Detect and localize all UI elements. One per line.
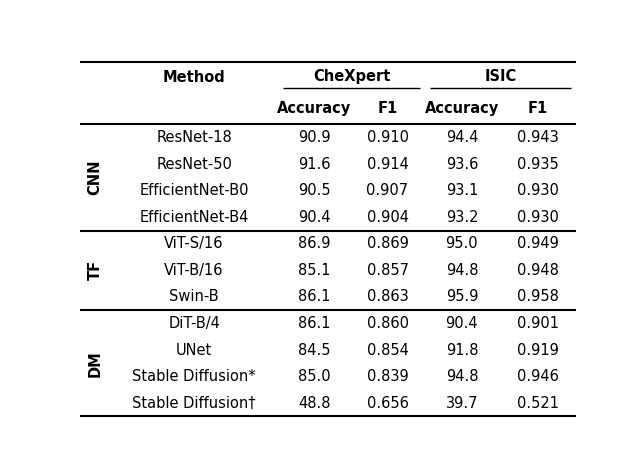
Text: 95.0: 95.0 (445, 237, 478, 251)
Text: 0.907: 0.907 (367, 183, 408, 198)
Text: TF: TF (88, 260, 102, 281)
Text: EfficientNet-B0: EfficientNet-B0 (140, 183, 249, 198)
Text: 0.839: 0.839 (367, 369, 408, 384)
Text: Accuracy: Accuracy (425, 101, 499, 117)
Text: 93.1: 93.1 (445, 183, 478, 198)
Text: 0.869: 0.869 (367, 237, 408, 251)
Text: ISIC: ISIC (484, 69, 516, 83)
Text: EfficientNet-B4: EfficientNet-B4 (140, 210, 249, 225)
Text: 94.4: 94.4 (445, 130, 478, 145)
Text: 90.5: 90.5 (298, 183, 331, 198)
Text: 0.930: 0.930 (516, 183, 559, 198)
Text: 91.8: 91.8 (445, 343, 478, 357)
Text: 93.6: 93.6 (445, 157, 478, 172)
Text: 95.9: 95.9 (445, 290, 478, 304)
Text: ResNet-18: ResNet-18 (156, 130, 232, 145)
Text: 0.914: 0.914 (367, 157, 408, 172)
Text: CNN: CNN (88, 160, 102, 195)
Text: 0.930: 0.930 (516, 210, 559, 225)
Text: 0.863: 0.863 (367, 290, 408, 304)
Text: DM: DM (88, 350, 102, 377)
Text: Swin-B: Swin-B (169, 290, 219, 304)
Text: 0.943: 0.943 (516, 130, 559, 145)
Text: Stable Diffusion†: Stable Diffusion† (132, 396, 256, 410)
Text: 90.4: 90.4 (298, 210, 331, 225)
Text: 0.854: 0.854 (367, 343, 408, 357)
Text: 90.4: 90.4 (445, 316, 478, 331)
Text: 86.9: 86.9 (298, 237, 331, 251)
Text: 0.860: 0.860 (367, 316, 408, 331)
Text: 86.1: 86.1 (298, 290, 331, 304)
Text: 0.949: 0.949 (516, 237, 559, 251)
Text: 39.7: 39.7 (445, 396, 478, 410)
Text: 84.5: 84.5 (298, 343, 331, 357)
Text: 0.521: 0.521 (516, 396, 559, 410)
Text: 0.904: 0.904 (367, 210, 408, 225)
Text: 0.919: 0.919 (516, 343, 559, 357)
Text: 93.2: 93.2 (445, 210, 478, 225)
Text: 0.946: 0.946 (516, 369, 559, 384)
Text: 94.8: 94.8 (445, 369, 478, 384)
Text: 0.656: 0.656 (367, 396, 408, 410)
Text: Method: Method (163, 70, 225, 85)
Text: F1: F1 (527, 101, 548, 117)
Text: 48.8: 48.8 (298, 396, 331, 410)
Text: UNet: UNet (176, 343, 212, 357)
Text: 91.6: 91.6 (298, 157, 331, 172)
Text: 85.1: 85.1 (298, 263, 331, 278)
Text: 0.910: 0.910 (367, 130, 408, 145)
Text: 94.8: 94.8 (445, 263, 478, 278)
Text: 0.901: 0.901 (516, 316, 559, 331)
Text: 0.948: 0.948 (516, 263, 559, 278)
Text: Accuracy: Accuracy (277, 101, 351, 117)
Text: 86.1: 86.1 (298, 316, 331, 331)
Text: 0.935: 0.935 (516, 157, 559, 172)
Text: ResNet-50: ResNet-50 (156, 157, 232, 172)
Text: F1: F1 (378, 101, 397, 117)
Text: 85.0: 85.0 (298, 369, 331, 384)
Text: DiT-B/4: DiT-B/4 (168, 316, 220, 331)
Text: Stable Diffusion*: Stable Diffusion* (132, 369, 256, 384)
Text: ViT-S/16: ViT-S/16 (164, 237, 224, 251)
Text: ViT-B/16: ViT-B/16 (164, 263, 224, 278)
Text: CheXpert: CheXpert (313, 69, 390, 83)
Text: 0.857: 0.857 (367, 263, 408, 278)
Text: 0.958: 0.958 (516, 290, 559, 304)
Text: 90.9: 90.9 (298, 130, 331, 145)
